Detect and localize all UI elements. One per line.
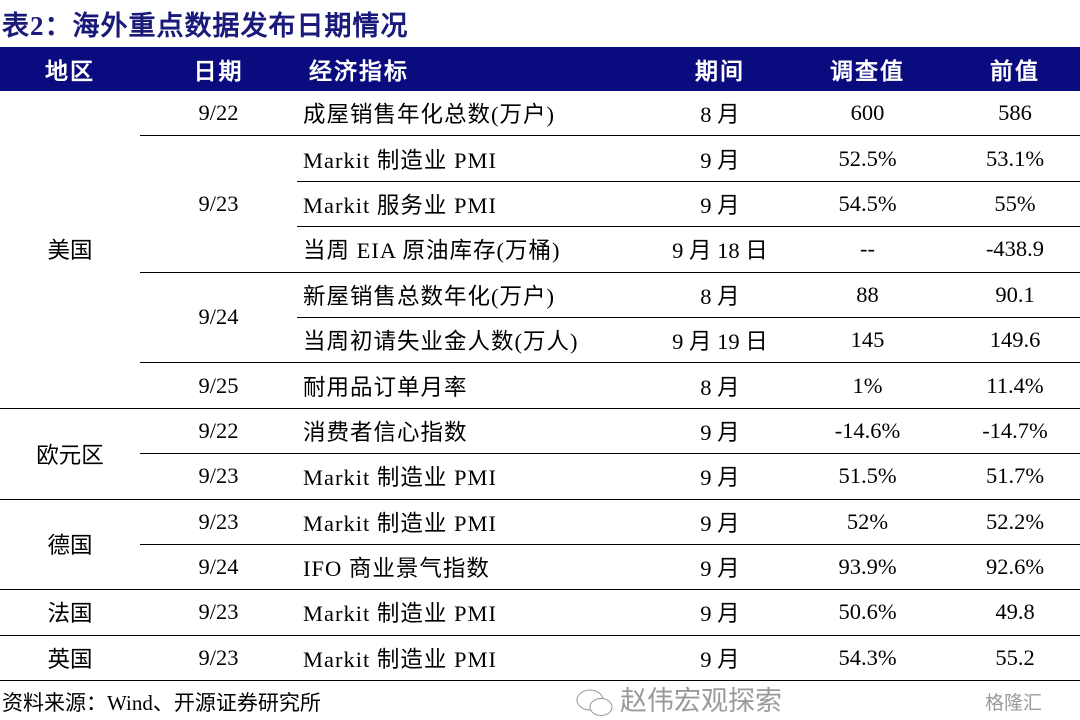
survey-cell: 52.5% [785, 135, 950, 182]
indicator-cell: Markit 制造业 PMI [297, 635, 655, 682]
table-row: 9/25 耐用品订单月率 8 月 1% 11.4% [0, 362, 1080, 409]
period-cell: 9 月 [655, 544, 785, 591]
header-date: 日期 [140, 47, 297, 91]
date-cell: 9/24 [140, 272, 297, 364]
previous-cell: 149.6 [950, 317, 1080, 364]
date-cell: 9/23 [140, 499, 297, 545]
survey-cell: 1% [785, 362, 950, 409]
period-cell: 8 月 [655, 272, 785, 318]
previous-cell: 11.4% [950, 362, 1080, 409]
period-cell: 9 月 [655, 589, 785, 636]
previous-cell: 55.2 [950, 635, 1080, 682]
survey-cell: 145 [785, 317, 950, 364]
table-row: 当周初请失业金人数(万人) 9 月 19 日 145 149.6 [0, 317, 1080, 364]
indicator-cell: 成屋销售年化总数(万户) [297, 91, 655, 137]
header-survey: 调查值 [785, 47, 950, 91]
survey-cell: 50.6% [785, 589, 950, 636]
indicator-cell: IFO 商业景气指数 [297, 544, 655, 591]
region-cell: 欧元区 [0, 408, 140, 500]
indicator-cell: Markit 服务业 PMI [297, 181, 655, 228]
period-cell: 9 月 [655, 135, 785, 182]
date-cell: 9/23 [140, 135, 297, 273]
indicator-cell: 当周初请失业金人数(万人) [297, 317, 655, 364]
date-cell: 9/25 [140, 362, 297, 409]
period-cell: 9 月 [655, 408, 785, 455]
survey-cell: 93.9% [785, 544, 950, 591]
region-cell: 德国 [0, 499, 140, 591]
survey-cell: 54.5% [785, 181, 950, 228]
source-note: 资料来源：Wind、开源证券研究所 [2, 691, 321, 715]
date-cell: 9/23 [140, 635, 297, 682]
table-row: 法国 9/23 Markit 制造业 PMI 9 月 50.6% 49.8 [0, 589, 1080, 636]
indicator-cell: Markit 制造业 PMI [297, 499, 655, 545]
indicator-cell: 当周 EIA 原油库存(万桶) [297, 226, 655, 273]
period-cell: 8 月 [655, 362, 785, 409]
period-cell: 9 月 [655, 453, 785, 500]
wechat-icon [576, 689, 613, 716]
table-row: 9/23 Markit 制造业 PMI 9 月 52.5% 53.1% [0, 135, 1080, 273]
table-row: 9/23 Markit 制造业 PMI 9 月 51.5% 51.7% [0, 453, 1080, 500]
table-row: 9/24 新屋销售总数年化(万户) 8 月 88 90.1 [0, 272, 1080, 364]
previous-cell: 55% [950, 181, 1080, 228]
date-cell: 9/22 [140, 91, 297, 137]
table-row: 欧元区 9/22 消费者信心指数 9 月 -14.6% -14.7% [0, 408, 1080, 500]
period-cell: 9 月 [655, 181, 785, 228]
date-cell: 9/24 [140, 544, 297, 591]
table-title: 表2：海外重点数据发布日期情况 [2, 11, 409, 41]
region-cell: 美国 [0, 91, 140, 409]
indicator-cell: 耐用品订单月率 [297, 362, 655, 409]
previous-cell: -14.7% [950, 408, 1080, 455]
previous-cell: 92.6% [950, 544, 1080, 591]
period-cell: 8 月 [655, 91, 785, 137]
previous-cell: 90.1 [950, 272, 1080, 318]
header-previous: 前值 [950, 47, 1080, 91]
data-table: 地区 日期 经济指标 期间 调查值 前值 美国 9/22 成屋销售年化总数(万户) 8… [0, 47, 1080, 682]
table-header: 地区 日期 经济指标 期间 调查值 前值 [0, 47, 1080, 91]
previous-cell: -438.9 [950, 226, 1080, 273]
header-indicator: 经济指标 [297, 47, 655, 91]
survey-cell: 54.3% [785, 635, 950, 682]
table-row: 美国 9/22 成屋销售年化总数(万户) 8 月 600 586 [0, 91, 1080, 409]
indicator-cell: Markit 制造业 PMI [297, 589, 655, 636]
header-period: 期间 [655, 47, 785, 91]
survey-cell: -14.6% [785, 408, 950, 455]
region-cell: 法国 [0, 589, 140, 636]
survey-cell: 88 [785, 272, 950, 318]
watermark-logo: 格隆汇 [985, 692, 1043, 714]
table-row: 9/24 IFO 商业景气指数 9 月 93.9% 92.6% [0, 544, 1080, 591]
table-row: 当周 EIA 原油库存(万桶) 9 月 18 日 -- -438.9 [0, 226, 1080, 273]
header-region: 地区 [0, 47, 140, 91]
indicator-cell: Markit 制造业 PMI [297, 135, 655, 182]
table-row: 德国 9/23 Markit 制造业 PMI 9 月 52% 52.2% [0, 499, 1080, 591]
period-cell: 9 月 18 日 [655, 226, 785, 273]
indicator-cell: 新屋销售总数年化(万户) [297, 272, 655, 318]
previous-cell: 53.1% [950, 135, 1080, 182]
indicator-cell: 消费者信心指数 [297, 408, 655, 455]
region-cell: 英国 [0, 635, 140, 682]
previous-cell: 49.8 [950, 589, 1080, 636]
period-cell: 9 月 19 日 [655, 317, 785, 364]
indicator-cell: Markit 制造业 PMI [297, 453, 655, 500]
survey-cell: 600 [785, 91, 950, 137]
table-row: Markit 服务业 PMI 9 月 54.5% 55% [0, 181, 1080, 228]
survey-cell: 51.5% [785, 453, 950, 500]
previous-cell: 51.7% [950, 453, 1080, 500]
previous-cell: 52.2% [950, 499, 1080, 545]
survey-cell: 52% [785, 499, 950, 545]
period-cell: 9 月 [655, 499, 785, 545]
survey-cell: -- [785, 226, 950, 273]
date-cell: 9/23 [140, 589, 297, 636]
date-cell: 9/22 [140, 408, 297, 455]
previous-cell: 586 [950, 91, 1080, 137]
watermark-text: 赵伟宏观探索 [620, 686, 782, 717]
period-cell: 9 月 [655, 635, 785, 682]
table-row: 英国 9/23 Markit 制造业 PMI 9 月 54.3% 55.2 [0, 635, 1080, 682]
date-cell: 9/23 [140, 453, 297, 500]
